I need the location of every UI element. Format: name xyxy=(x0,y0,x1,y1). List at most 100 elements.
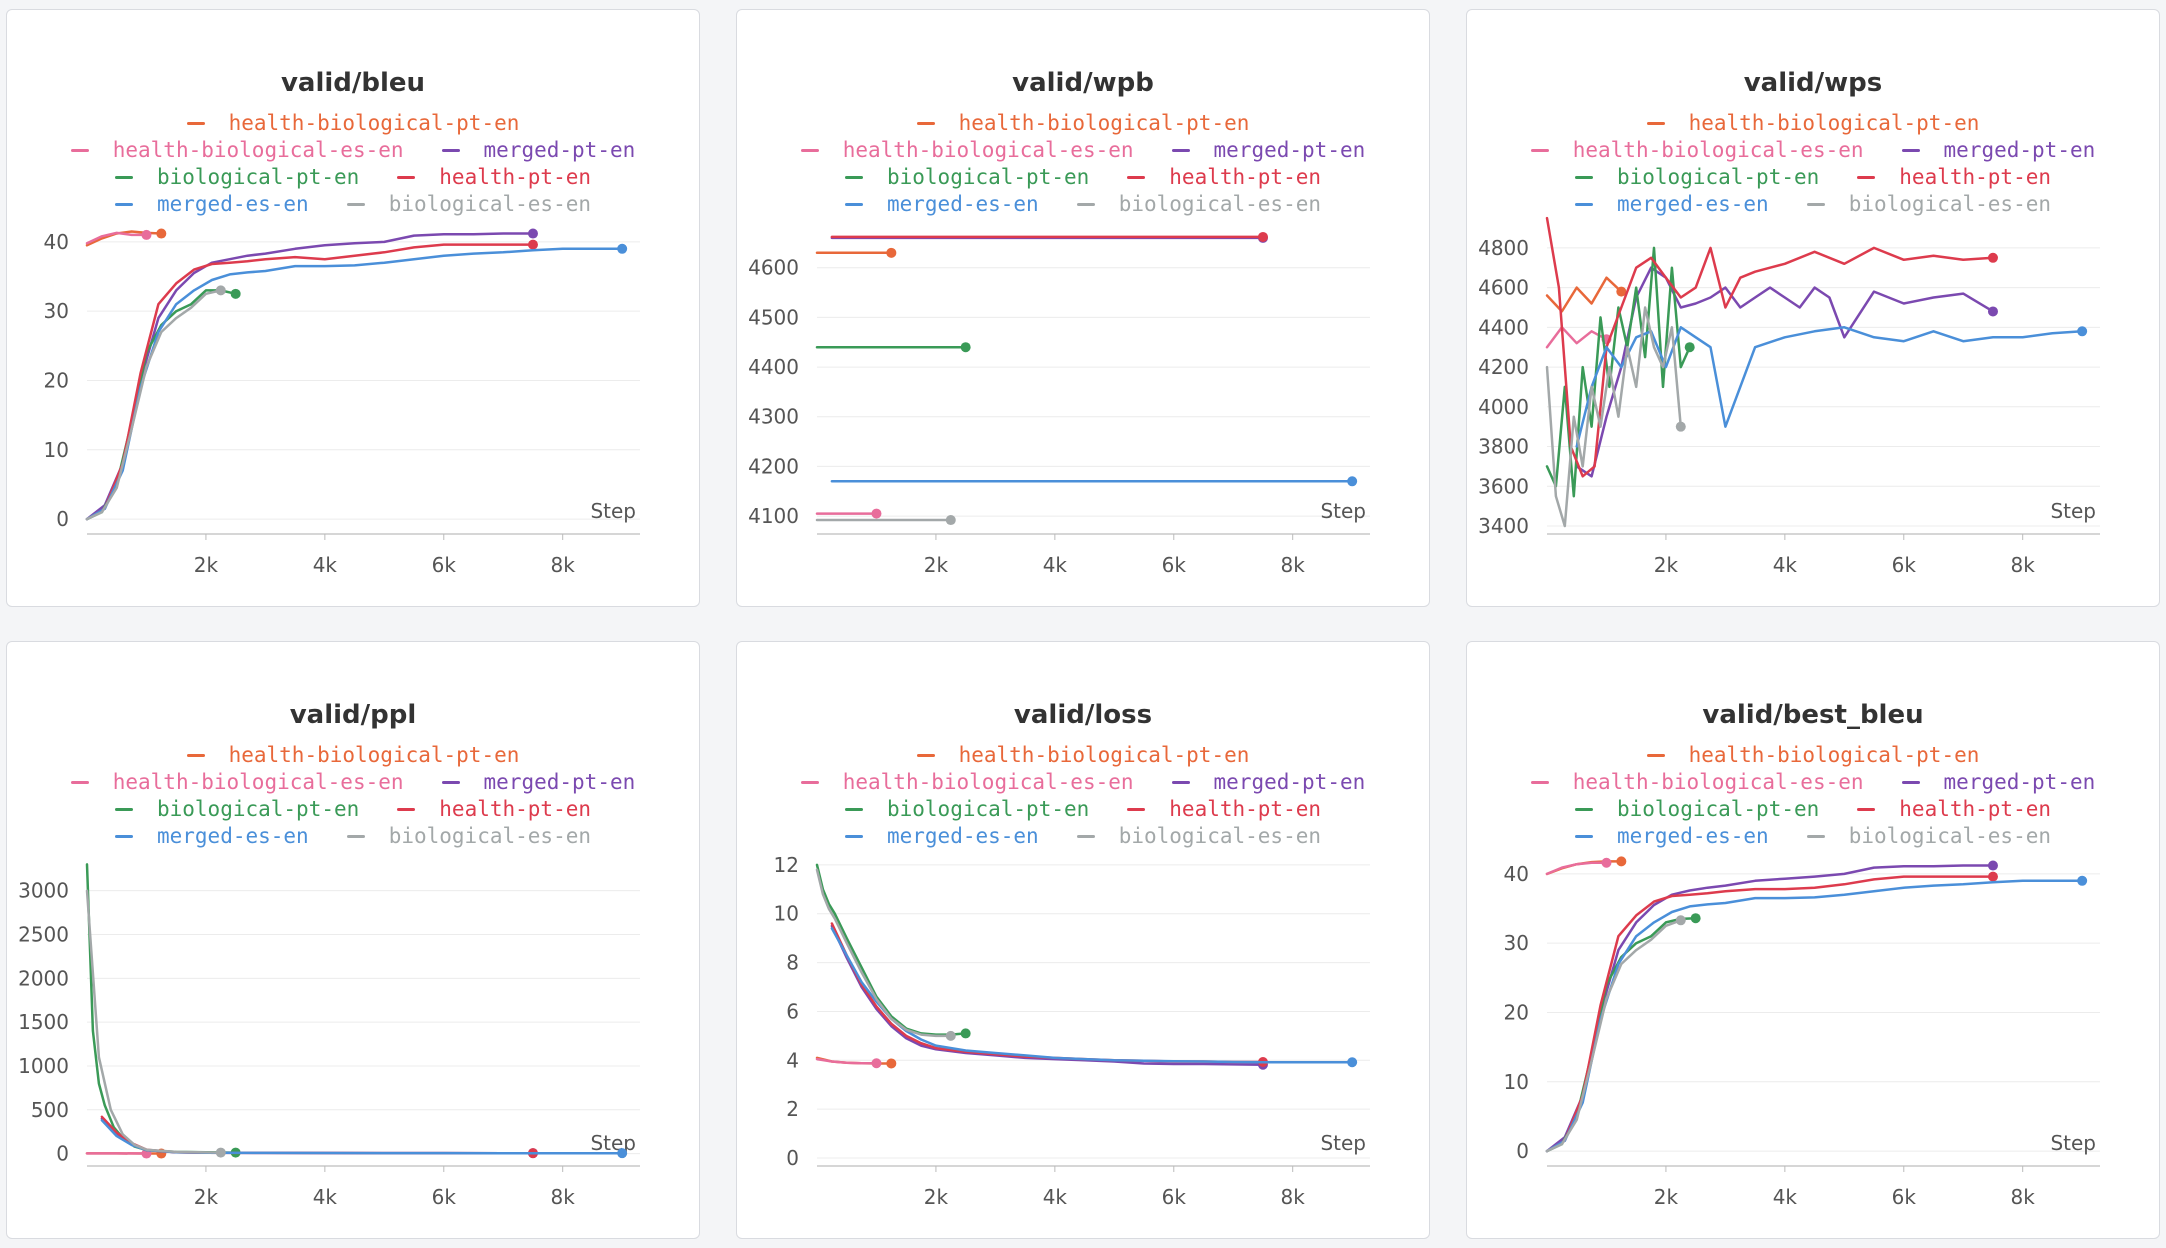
legend-item[interactable]: merged-es-en xyxy=(844,823,1039,848)
legend-item[interactable]: biological-es-en xyxy=(346,191,591,216)
legend-item[interactable]: merged-es-en xyxy=(1574,823,1769,848)
legend-item[interactable]: merged-es-en xyxy=(1574,191,1769,216)
legend-item[interactable]: health-biological-es-en xyxy=(1530,769,1864,796)
legend-item[interactable]: health-biological-es-en xyxy=(70,137,404,164)
series-line[interactable] xyxy=(815,1057,878,1065)
series-end-point[interactable] xyxy=(156,228,167,239)
legend-item[interactable]: merged-pt-en xyxy=(441,769,635,796)
legend-item[interactable]: health-pt-en xyxy=(397,164,591,191)
series-end-point[interactable] xyxy=(945,1030,956,1041)
legend-item[interactable]: health-biological-pt-en xyxy=(916,110,1249,137)
legend-item[interactable]: biological-es-en xyxy=(1076,823,1321,848)
series-end-point[interactable] xyxy=(141,229,152,240)
chart-plot[interactable]: 0 2 4 6 8 10 12 2k 4k 6k 8k Step xyxy=(737,642,1430,1239)
series-line[interactable] xyxy=(85,247,624,521)
series-end-point[interactable] xyxy=(871,508,882,519)
legend-item[interactable]: merged-pt-en xyxy=(1171,769,1365,796)
legend-item[interactable]: biological-es-en xyxy=(1806,191,2051,216)
series-end-point[interactable] xyxy=(617,1148,628,1159)
series-end-point[interactable] xyxy=(527,239,538,250)
legend-item[interactable]: biological-pt-en xyxy=(844,796,1089,823)
legend-item[interactable]: health-pt-en xyxy=(1857,164,2051,191)
series-end-point[interactable] xyxy=(2077,326,2088,337)
series-line[interactable] xyxy=(85,289,223,521)
chart-panel[interactable]: valid/bleu health-biological-pt-en health-… xyxy=(6,9,700,607)
series-end-point[interactable] xyxy=(945,515,956,526)
legend-item[interactable]: health-biological-es-en xyxy=(800,769,1134,796)
series-line[interactable] xyxy=(1575,326,2084,448)
series-line[interactable] xyxy=(1545,326,1608,349)
legend-item[interactable]: health-pt-en xyxy=(397,796,591,823)
series-end-point[interactable] xyxy=(2077,875,2088,886)
series-end-point[interactable] xyxy=(527,228,538,239)
chart-plot[interactable]: 3400 3600 3800 4000 4200 4400 4600 4800 2k 4k 6k 8k… xyxy=(1467,10,2160,607)
series-line[interactable] xyxy=(100,1115,535,1155)
chart-plot[interactable]: 0 10 20 30 40 2k 4k 6k 8k Step xyxy=(7,10,700,607)
legend-item[interactable]: health-pt-en xyxy=(1127,796,1321,823)
series-line[interactable] xyxy=(815,868,953,1038)
series-end-point[interactable] xyxy=(886,1058,897,1069)
series-line[interactable] xyxy=(1545,861,1608,876)
legend-item[interactable]: merged-pt-en xyxy=(1901,769,2095,796)
legend-item[interactable]: biological-pt-en xyxy=(114,164,359,191)
series-line[interactable] xyxy=(830,922,1265,1064)
series-end-point[interactable] xyxy=(215,285,226,296)
series-line[interactable] xyxy=(1545,916,1697,1153)
series-end-point[interactable] xyxy=(1616,286,1627,297)
legend-item[interactable]: biological-pt-en xyxy=(1574,164,1819,191)
series-line[interactable] xyxy=(830,927,1354,1064)
series-line[interactable] xyxy=(1545,864,1995,1153)
series-end-point[interactable] xyxy=(1684,342,1695,353)
legend-item[interactable]: health-pt-en xyxy=(1127,164,1321,191)
series-line[interactable] xyxy=(85,889,223,1154)
series-end-point[interactable] xyxy=(1987,306,1998,317)
series-line[interactable] xyxy=(1575,266,1995,478)
legend-item[interactable]: health-biological-pt-en xyxy=(1646,110,1979,137)
series-end-point[interactable] xyxy=(230,288,241,299)
chart-panel[interactable]: valid/loss health-biological-pt-en health-… xyxy=(736,641,1430,1239)
series-end-point[interactable] xyxy=(960,1028,971,1039)
series-end-point[interactable] xyxy=(1675,421,1686,432)
legend-item[interactable]: biological-es-en xyxy=(346,823,591,848)
series-end-point[interactable] xyxy=(1987,860,1998,871)
legend-item[interactable]: biological-es-en xyxy=(1076,191,1321,216)
series-line[interactable] xyxy=(100,1119,624,1155)
legend-item[interactable]: merged-pt-en xyxy=(1901,137,2095,164)
series-line[interactable] xyxy=(1545,216,1995,478)
legend-item[interactable]: merged-es-en xyxy=(114,823,309,848)
legend-item[interactable]: merged-pt-en xyxy=(1171,137,1365,164)
legend-item[interactable]: merged-es-en xyxy=(114,191,309,216)
legend-item[interactable]: health-biological-pt-en xyxy=(1646,742,1979,769)
legend-item[interactable]: merged-pt-en xyxy=(441,137,635,164)
series-line[interactable] xyxy=(85,243,535,521)
series-line[interactable] xyxy=(85,231,148,245)
series-end-point[interactable] xyxy=(617,243,628,254)
series-line[interactable] xyxy=(815,863,967,1036)
series-end-point[interactable] xyxy=(215,1147,226,1158)
legend-item[interactable]: health-biological-pt-en xyxy=(186,110,519,137)
chart-panel[interactable]: valid/best_bleu health-biological-pt-en he… xyxy=(1466,641,2160,1239)
legend-item[interactable]: merged-es-en xyxy=(844,191,1039,216)
chart-plot[interactable]: 0 10 20 30 40 2k 4k 6k 8k Step xyxy=(1467,642,2160,1239)
chart-plot[interactable]: 0 500 1000 1500 2000 2500 3000 2k 4k 6k 8k Step xyxy=(7,642,700,1239)
series-end-point[interactable] xyxy=(1257,231,1268,242)
chart-panel[interactable]: valid/ppl health-biological-pt-en health-b… xyxy=(6,641,700,1239)
series-end-point[interactable] xyxy=(1675,915,1686,926)
legend-item[interactable]: biological-pt-en xyxy=(844,164,1089,191)
series-end-point[interactable] xyxy=(1690,913,1701,924)
series-line[interactable] xyxy=(100,1117,535,1155)
series-end-point[interactable] xyxy=(1987,871,1998,882)
legend-item[interactable]: health-biological-pt-en xyxy=(916,742,1249,769)
legend-item[interactable]: health-biological-es-en xyxy=(70,769,404,796)
series-line[interactable] xyxy=(85,232,535,521)
series-line[interactable] xyxy=(1545,919,1683,1153)
series-end-point[interactable] xyxy=(1347,1057,1358,1068)
chart-panel[interactable]: valid/wpb health-biological-pt-en health-b… xyxy=(736,9,1430,607)
series-line[interactable] xyxy=(85,289,237,521)
chart-panel[interactable]: valid/wps health-biological-pt-en health-b… xyxy=(1466,9,2160,607)
series-end-point[interactable] xyxy=(1616,856,1627,867)
legend-item[interactable]: health-biological-es-en xyxy=(800,137,1134,164)
legend-item[interactable]: biological-pt-en xyxy=(114,796,359,823)
legend-item[interactable]: health-biological-es-en xyxy=(1530,137,1864,164)
series-line[interactable] xyxy=(1545,306,1683,528)
